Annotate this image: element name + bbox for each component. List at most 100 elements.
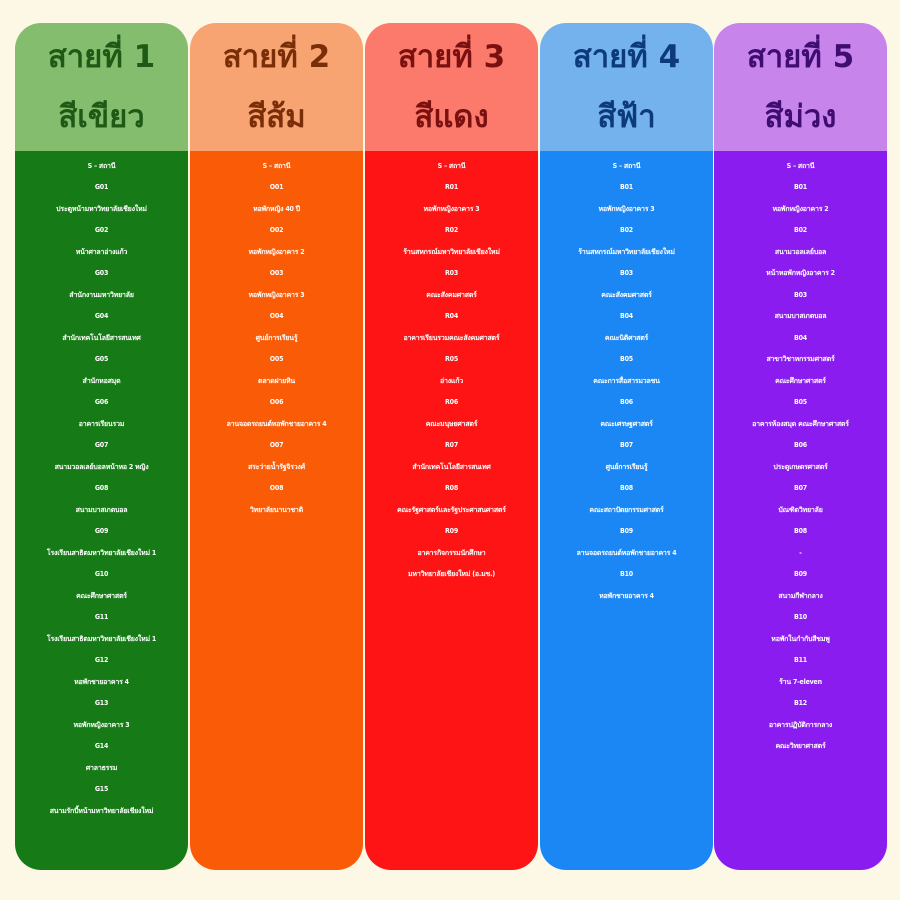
stop-name: ร้าน 7-eleven	[779, 677, 822, 686]
stop-name: สำนักงานมหาวิทยาลัย	[69, 290, 134, 299]
stop-name: ศูนย์การเรียนรู้	[255, 333, 298, 342]
stop-code: B03	[620, 269, 633, 277]
stop-code: R06	[444, 398, 458, 406]
stop-name: ศาลาธรรม	[85, 763, 118, 772]
stop-name: หอพักชายอาคาร 4	[74, 677, 129, 686]
stop-name: ประตูเกษตรศาสตร์	[773, 462, 828, 471]
route-column-blue: สายที่ 4 สีฟ้า S – สถานี B01 หอพักหญิงอาคาร …	[540, 23, 713, 870]
route-title: สายที่ 4	[572, 39, 681, 75]
stop-name: คณะเศรษฐศาสตร์	[600, 419, 653, 428]
stop-name: สำนักหอสมุด	[82, 376, 121, 385]
stop-name: อาคารปฏิบัติการกลาง	[768, 720, 833, 729]
stop-code: G15	[94, 785, 109, 793]
route-stop-list: S – สถานี B01 หอพักหญิงอาคาร 3 B02 ร้านสหกรณ…	[540, 151, 713, 870]
stop-code: G01	[94, 183, 109, 191]
stop-name: สนามรักบี้หน้ามหาวิทยาลัยเชียงใหม่	[49, 806, 154, 815]
stop-name: อ่างแก้ว	[439, 376, 464, 385]
stop-code: O01	[269, 183, 284, 191]
stop-code: R03	[444, 269, 458, 277]
route-stop-list: S – สถานี O01 หอพักหญิง 40 ปี O02 หอพักหญิงอ…	[190, 151, 363, 870]
stop-name: ร้านสหกรณ์มหาวิทยาลัยเชียงใหม่	[578, 247, 675, 256]
stop-code: G08	[94, 484, 109, 492]
stop-code: R01	[444, 183, 458, 191]
stop-code: B08	[620, 484, 633, 492]
stop-name: สำนักเทคโนโลยีสารสนเทศ	[62, 333, 141, 342]
stop-code: R07	[444, 441, 458, 449]
stop-code: O05	[269, 355, 284, 363]
stop-code: B08	[794, 527, 807, 535]
stop-name: หอพักหญิงอาคาร 3	[248, 290, 305, 299]
stop-code: G11	[94, 613, 109, 621]
stop-code: G02	[94, 226, 109, 234]
stop-name: คณะมนุษยศาสตร์	[425, 419, 478, 428]
route-header: สายที่ 1 สีเขียว	[15, 23, 188, 151]
stop-name: หน้าหอพักหญิงอาคาร 2	[766, 269, 835, 277]
station-header: S – สถานี	[786, 162, 815, 170]
stop-name: โรงเรียนสาธิตมหาวิทยาลัยเชียงใหม่ 1	[46, 548, 157, 557]
stop-name: อาคารกิจกรรมนักศึกษา	[417, 548, 486, 557]
stop-name: ศูนย์การเรียนรู้	[605, 462, 648, 471]
stop-name: คณะสังคมศาสตร์	[426, 290, 477, 299]
stop-name: คณะศึกษาศาสตร์	[775, 376, 826, 385]
stop-code: B10	[620, 570, 633, 578]
stop-code: B06	[620, 398, 633, 406]
stop-code: B11	[794, 656, 807, 664]
stop-name: หอพักหญิงอาคาร 2	[248, 247, 305, 256]
stop-name: ลานจอดรถยนต์หอพักชายอาคาร 4	[576, 548, 677, 557]
stop-code: B06	[794, 441, 807, 449]
stop-name: มหาวิทยาลัยเชียงใหม่ (อ.มช.)	[408, 570, 495, 578]
stop-code: B10	[794, 613, 807, 621]
stop-code: B04	[794, 333, 807, 342]
stop-code: G07	[94, 441, 109, 449]
route-color-name: สีส้ม	[247, 99, 306, 135]
stop-code: G10	[94, 570, 109, 578]
stop-name: หอพักหญิงอาคาร 3	[73, 720, 130, 729]
stop-code: G14	[94, 742, 109, 750]
stop-name: อาคารเรียนรวมคณะสังคมศาสตร์	[403, 333, 500, 342]
route-title: สายที่ 2	[222, 39, 331, 75]
stop-name: คณะสังคมศาสตร์	[601, 290, 652, 299]
stop-code: O03	[269, 269, 284, 277]
stop-code: G06	[94, 398, 109, 406]
stop-code: O08	[269, 484, 284, 492]
stop-code: O06	[269, 398, 284, 406]
route-color-name: สีเขียว	[58, 99, 145, 135]
stop-code: R02	[444, 226, 458, 234]
route-column-red: สายที่ 3 สีแดง S – สถานี R01 หอพักหญิงอาคาร …	[365, 23, 538, 870]
stop-code: B05	[620, 355, 633, 363]
stop-code: G05	[94, 355, 109, 363]
stop-code: O04	[269, 312, 284, 320]
stop-name: ร้านสหกรณ์มหาวิทยาลัยเชียงใหม่	[403, 247, 500, 256]
stop-code: B07	[794, 484, 807, 492]
stop-name: สระว่ายน้ำรัฐจิรวงศ์	[248, 462, 305, 471]
route-header: สายที่ 2 สีส้ม	[190, 23, 363, 151]
stop-name: -	[799, 548, 802, 557]
station-header: S – สถานี	[262, 162, 291, 170]
stop-code: B01	[794, 183, 807, 191]
stop-code: G03	[94, 269, 109, 277]
stop-code: B09	[794, 570, 807, 578]
stop-name: อาคารห้องสมุด คณะศึกษาศาสตร์	[752, 419, 849, 428]
stop-name: ลานจอดรถยนต์หอพักชายอาคาร 4	[226, 419, 327, 428]
stop-code: R09	[444, 527, 458, 535]
route-title: สายที่ 1	[47, 39, 156, 75]
stop-code: B09	[620, 527, 633, 535]
stop-code: O02	[269, 226, 284, 234]
stop-code: R05	[444, 355, 458, 363]
stop-name: หอพักหญิงอาคาร 3	[598, 204, 655, 213]
route-stop-list: S – สถานี G01 ประตูหน้ามหาวิทยาลัยเชียงใหม…	[15, 151, 188, 870]
stop-code: B02	[794, 226, 807, 234]
stop-code: B03	[794, 290, 807, 299]
stop-code: R04	[444, 312, 458, 320]
stop-code: B12	[794, 699, 807, 707]
route-header: สายที่ 3 สีแดง	[365, 23, 538, 151]
route-header: สายที่ 5 สีม่วง	[714, 23, 887, 151]
stop-name: คณะการสื่อสารมวลชน	[593, 376, 660, 385]
stop-name: หอพักหญิงอาคาร 3	[423, 204, 480, 213]
stop-name: บัณฑิตวิทยาลัย	[778, 505, 823, 514]
stop-name: ประตูหน้ามหาวิทยาลัยเชียงใหม่	[56, 204, 147, 213]
stop-name: อาคารเรียนรวม	[78, 419, 125, 428]
route-title: สายที่ 5	[746, 39, 855, 75]
stop-name: หอพักในกำกับสีชมพู	[771, 634, 830, 643]
route-column-green: สายที่ 1 สีเขียว S – สถานี G01 ประตูหน้ามหาว…	[15, 23, 188, 870]
